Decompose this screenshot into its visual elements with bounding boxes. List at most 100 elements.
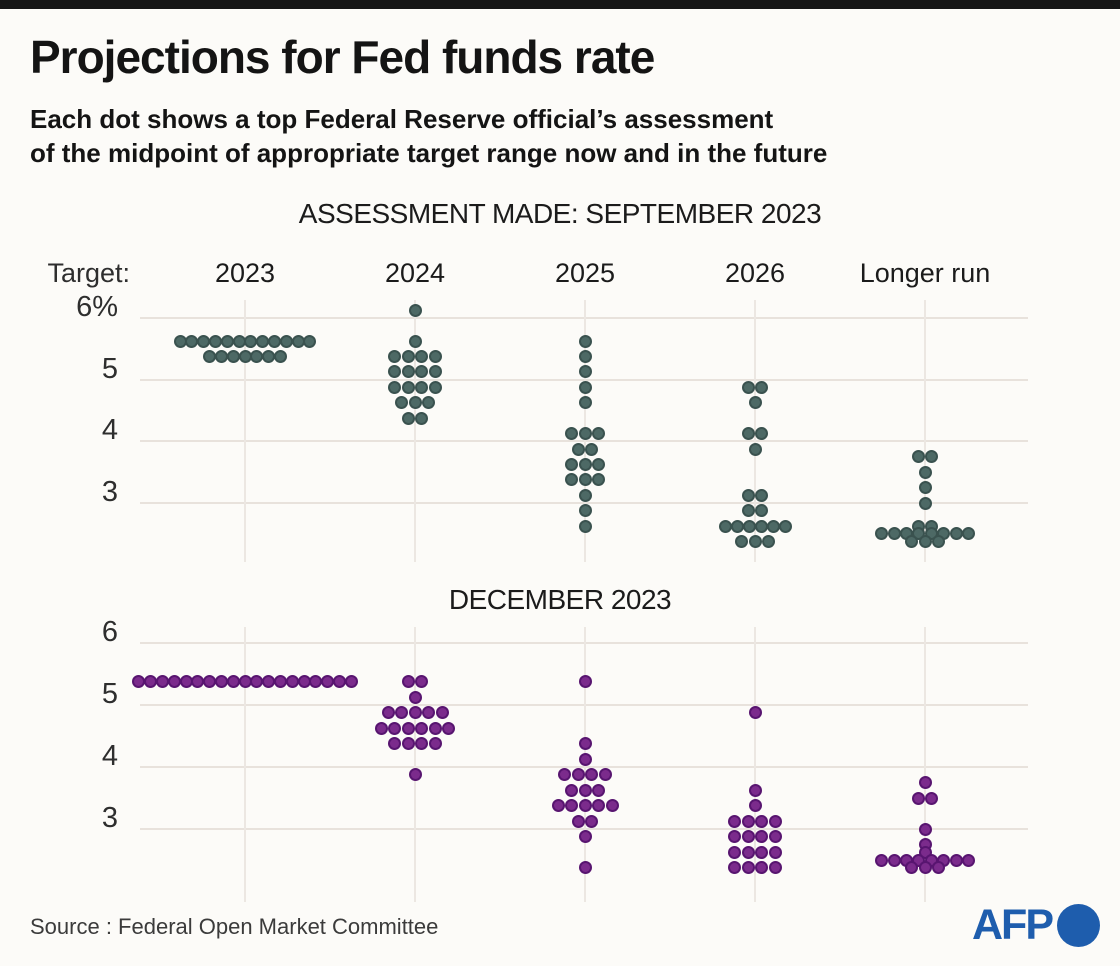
y-tick-label: 3 — [101, 476, 118, 509]
projection-dot — [415, 411, 429, 425]
projection-dot — [578, 380, 592, 394]
column-header: 2023 — [214, 258, 276, 288]
projection-dot — [422, 706, 435, 720]
projection-dot — [401, 380, 415, 394]
projection-dot — [578, 473, 592, 487]
projection-dot — [755, 814, 769, 828]
projection-dot — [226, 675, 240, 689]
projection-dot — [381, 706, 395, 720]
projection-dot — [428, 350, 442, 364]
gridline-vertical — [244, 627, 246, 902]
projection-dot — [415, 721, 429, 735]
projection-dot — [755, 845, 769, 859]
projection-dot — [768, 814, 782, 828]
projection-dot — [578, 396, 592, 410]
projection-dot — [875, 853, 889, 867]
column-header: Longer run — [859, 258, 991, 288]
column-header: 2026 — [724, 258, 786, 288]
subtitle-line-2: of the midpoint of appropriate target ra… — [30, 138, 828, 168]
projection-dot — [592, 799, 605, 813]
y-tick-label: 3 — [101, 802, 118, 834]
y-tick-label: 5 — [101, 678, 118, 710]
projection-dot — [728, 861, 742, 875]
projection-dot — [578, 488, 592, 502]
subtitle-line-1: Each dot shows a top Federal Reserve off… — [30, 104, 774, 134]
page-subtitle: Each dot shows a top Federal Reserve off… — [30, 102, 827, 170]
projection-dot — [408, 303, 422, 317]
projection-dot — [578, 737, 592, 751]
projection-dot — [303, 334, 317, 348]
projection-dot — [728, 845, 742, 859]
gridline-vertical — [414, 300, 416, 562]
y-tick-label: 4 — [101, 414, 118, 447]
projection-dot — [401, 675, 415, 689]
y-tick-label: 6 — [101, 616, 118, 648]
projection-dot — [578, 334, 592, 348]
projection-dot — [388, 737, 402, 751]
projection-dot — [932, 535, 945, 549]
projection-dot — [755, 427, 769, 441]
projection-dot — [918, 481, 932, 495]
gridline-vertical — [244, 300, 246, 562]
afp-globe-icon — [1057, 903, 1100, 947]
y-tick-label: 4 — [101, 740, 118, 772]
projection-dot — [415, 350, 429, 364]
projection-dot — [592, 458, 605, 472]
projection-dot — [408, 396, 422, 410]
projection-dot — [741, 427, 755, 441]
projection-dot — [755, 861, 769, 875]
gridline-vertical — [754, 300, 756, 562]
projection-dot — [422, 396, 435, 410]
projection-dot — [578, 675, 592, 689]
projection-dot — [395, 706, 408, 720]
projection-dot — [918, 861, 932, 875]
projection-dot — [592, 783, 605, 797]
projection-dot — [578, 830, 592, 844]
projection-dot — [344, 675, 358, 689]
projection-dot — [949, 853, 963, 867]
projection-dot — [428, 380, 442, 394]
projection-dot — [585, 768, 599, 782]
projection-dot — [741, 861, 755, 875]
projection-dot — [167, 675, 181, 689]
projection-dot — [748, 783, 762, 797]
projection-dot — [728, 830, 742, 844]
projection-dot — [428, 721, 442, 735]
top-border-bar — [0, 0, 1120, 9]
projection-dot — [768, 861, 782, 875]
projection-dot — [748, 442, 762, 456]
projection-dot — [578, 365, 592, 379]
gridline-vertical — [414, 627, 416, 902]
projection-dot — [755, 830, 769, 844]
projection-dot — [408, 690, 422, 704]
projection-dot — [408, 768, 422, 782]
projection-dot — [558, 768, 572, 782]
afp-logo-text: AFP — [972, 901, 1054, 949]
projection-dot — [571, 814, 585, 828]
projection-dot — [578, 752, 592, 766]
projection-dot — [748, 706, 762, 720]
projection-dot — [395, 396, 408, 410]
projection-dot — [214, 675, 228, 689]
september-chart-title: ASSESSMENT MADE: SEPTEMBER 2023 — [298, 198, 822, 229]
projection-dot — [961, 853, 975, 867]
projection-dot — [578, 799, 592, 813]
projection-dot — [592, 473, 605, 487]
projection-dot — [578, 427, 592, 441]
column-header: 2024 — [384, 258, 446, 288]
projection-dot — [755, 380, 769, 394]
column-header: 2025 — [554, 258, 616, 288]
projection-dot — [551, 799, 565, 813]
projection-dot — [585, 442, 599, 456]
projection-dot — [932, 861, 945, 875]
december-chart-title: DECEMBER 2023 — [448, 584, 672, 615]
projection-dot — [408, 334, 422, 348]
projection-dot — [768, 830, 782, 844]
projection-dot — [762, 535, 775, 549]
y-tick-label: 5 — [101, 352, 118, 385]
projection-dot — [578, 783, 592, 797]
projection-dot — [748, 396, 762, 410]
projection-dot — [918, 822, 932, 836]
projection-dot — [401, 737, 415, 751]
